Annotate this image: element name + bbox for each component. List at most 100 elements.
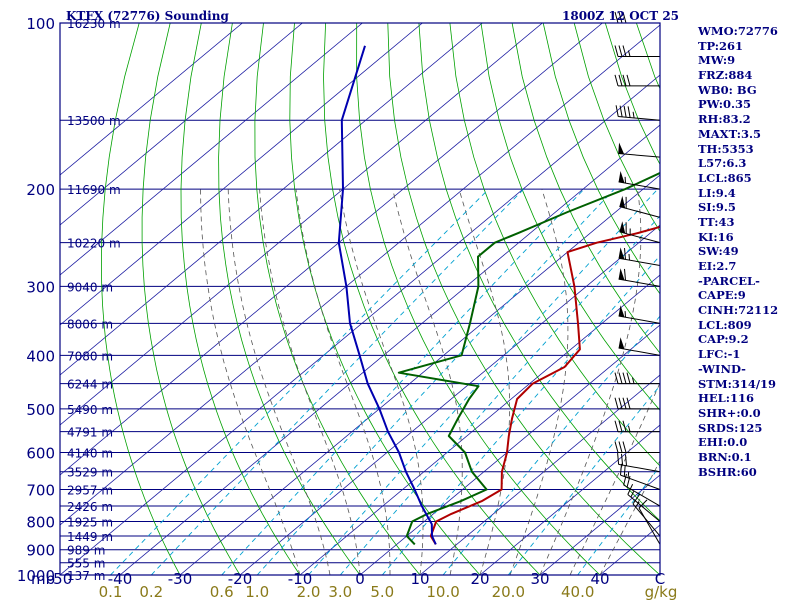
wind-barb-flag (638, 499, 648, 509)
wind-barb-half-flag (627, 471, 630, 478)
pressure-unit-label: mb (31, 570, 55, 588)
wind-barb-pennant (618, 337, 625, 350)
wind-barb (619, 221, 661, 244)
isotherm--110 (60, 23, 363, 276)
index-item: MAXT:3.5 (698, 126, 761, 141)
wind-barb-shaft (638, 507, 661, 545)
index-item: SHR+:0.0 (698, 405, 761, 420)
dry-adiabat-20 (289, 23, 481, 575)
wind-barb-flag (625, 454, 627, 466)
wind-barb-flag (627, 106, 631, 118)
wind-barb-shaft (632, 503, 661, 537)
index-item: SW:49 (698, 244, 739, 259)
index-item: KI:16 (698, 229, 734, 244)
mixing-ratio-label: 2.0 (297, 583, 321, 600)
wind-barb-flag (614, 372, 619, 384)
index-item: L57:6.3 (698, 156, 747, 171)
wind-barb (618, 305, 661, 324)
background-grid (60, 23, 660, 575)
isotherm-0 (359, 324, 660, 575)
temperature-label: -50 (48, 570, 73, 588)
wind-barb-flag (618, 74, 623, 87)
dry-adiabat-60 (418, 23, 660, 522)
dry-adiabat--10 (180, 23, 301, 575)
wind-barb-shaft (619, 206, 661, 218)
index-item: TP:261 (698, 38, 744, 53)
mixing-ratio-label: 40.0 (561, 583, 594, 600)
isotherm--60 (60, 24, 660, 526)
height-label: 10220 m (67, 237, 121, 251)
wind-barb-pennant (619, 195, 626, 209)
isotherm-20 (479, 424, 660, 575)
wind-barb (614, 372, 661, 385)
sounding-traces (337, 45, 660, 546)
pressure-label: 1000 (17, 567, 55, 585)
height-label: 3529 m (67, 466, 113, 480)
mixing-ratio-line (308, 188, 659, 575)
wind-barb-flag (626, 397, 631, 409)
index-item: WB0: BG (698, 82, 757, 97)
index-item: MW:9 (698, 53, 736, 68)
isotherm-10 (419, 374, 660, 575)
dry-adiabat-30 (323, 23, 541, 575)
pressure-label: 700 (26, 482, 55, 500)
height-label: 989 m (67, 544, 105, 558)
wind-barb-pennant (618, 268, 625, 281)
wind-barb (618, 247, 661, 267)
height-label: 16230 m (67, 17, 121, 31)
wind-barb-flag (622, 45, 627, 57)
wind-barb-flag (624, 248, 626, 260)
wind-barb (617, 453, 661, 473)
wind-barb-flag (614, 420, 619, 432)
wind-barb-flag (623, 105, 627, 118)
wind-barbs (614, 11, 661, 545)
wind-barb-flag (632, 494, 640, 505)
dry-adiabat-0 (218, 23, 361, 575)
wind-barb-pennant (619, 221, 626, 234)
wind-barb-flag (618, 441, 623, 453)
wind-barb-flag (614, 397, 619, 409)
mixing-ratio-line (256, 188, 615, 575)
parcel-trace (337, 45, 437, 545)
wind-barb (619, 195, 661, 218)
mixing-ratio-label: 0.6 (210, 583, 234, 600)
wind-barb-flag (622, 372, 627, 384)
wind-barb-shaft (618, 153, 661, 158)
height-label: 13500 m (67, 114, 121, 128)
pressure-label: 400 (26, 347, 55, 365)
isotherm--40 (119, 124, 660, 575)
moist-adiabat-5 (295, 189, 391, 575)
height-label: 137 m (67, 569, 105, 583)
mixing-ratio-label: 0.1 (99, 583, 123, 600)
wind-barb (623, 473, 661, 507)
temperature-label: -10 (288, 570, 313, 588)
dry-adiabat-90 (511, 23, 660, 354)
temperature-label: 30 (530, 570, 549, 588)
temperature-label: -40 (108, 570, 133, 588)
wind-barb-flag (614, 45, 619, 57)
sounding-time: 1800Z 12 OCT 25 (562, 9, 679, 23)
wind-barb-shaft (618, 347, 661, 356)
index-item: SI:9.5 (698, 200, 736, 215)
moist-adiabat--5 (227, 189, 331, 575)
wind-barb-shaft (619, 231, 661, 244)
moist-adiabat--10 (200, 189, 301, 575)
wind-barb (618, 337, 661, 356)
dry-adiabat-100 (542, 23, 660, 295)
wind-barb-flag (622, 11, 627, 24)
isotherm--30 (179, 174, 660, 575)
mixing-ratio-label: 5.0 (370, 583, 394, 600)
wind-barb-half-flag (635, 501, 640, 508)
index-item: -WIND- (698, 361, 746, 376)
wind-barb-flag (622, 420, 627, 432)
height-label: 6244 m (67, 378, 113, 392)
moist-adiabat-40 (599, 460, 660, 575)
wind-barb (618, 142, 661, 158)
isotherm--80 (60, 23, 543, 426)
wind-barb-pennant (618, 142, 625, 154)
wind-barb-pennant (618, 247, 625, 260)
wind-barb-flag (622, 441, 627, 453)
wind-barb-half-flag (632, 377, 635, 384)
index-item: STM:314/19 (698, 376, 777, 391)
